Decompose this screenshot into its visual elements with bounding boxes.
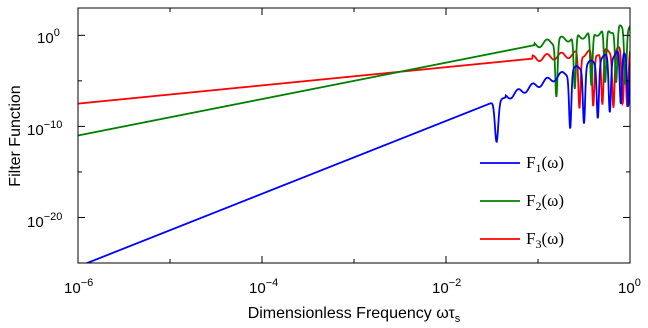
legend-label-f3: F3(ω) (526, 229, 564, 251)
series-line-f3 (78, 46, 630, 109)
axis-ticks (77, 8, 631, 263)
y-tick-label-0: 100 (37, 27, 60, 47)
series-line-f2 (78, 24, 630, 137)
x-tick-label-2: 10−2 (432, 277, 461, 297)
y-tick-label-1: 10−10 (27, 119, 62, 139)
x-tick-label-1: 10−4 (249, 277, 278, 297)
y-axis-label: Filter Function (7, 85, 24, 186)
plot-frame (77, 7, 631, 264)
y-tick-label-2: 10−20 (27, 211, 62, 231)
x-tick-label-3: 100 (618, 277, 641, 297)
legend-label-f2: F2(ω) (526, 191, 564, 213)
legend: F1(ω) F2(ω) F3(ω) (480, 153, 564, 251)
x-tick-label-0: 10−6 (64, 277, 93, 297)
x-axis-label: Dimensionless Frequency ωτs (248, 305, 461, 325)
legend-label-f1: F1(ω) (526, 153, 564, 175)
series-line-f1 (84, 50, 630, 263)
